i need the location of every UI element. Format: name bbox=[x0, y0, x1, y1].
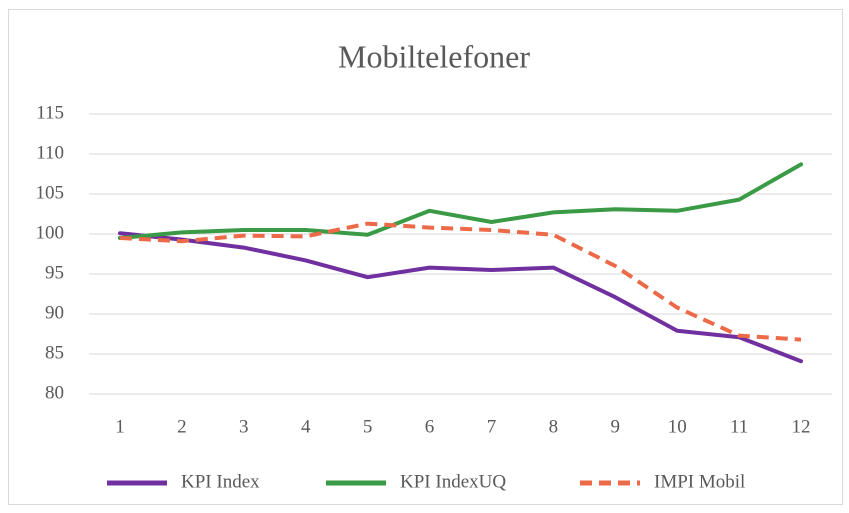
y-tick-label: 90 bbox=[45, 302, 64, 323]
x-tick-label: 9 bbox=[611, 416, 621, 437]
legend-label: KPI Index bbox=[181, 471, 260, 492]
x-tick-label: 7 bbox=[487, 416, 497, 437]
legend-label: KPI IndexUQ bbox=[400, 471, 506, 492]
x-tick-label: 4 bbox=[301, 416, 311, 437]
series-line bbox=[117, 231, 804, 364]
y-tick-label: 110 bbox=[36, 142, 64, 163]
x-tick-label: 1 bbox=[115, 416, 125, 437]
series-line bbox=[119, 221, 802, 342]
x-tick-label: 10 bbox=[668, 416, 687, 437]
chart-title: Mobiltelefoner bbox=[338, 38, 530, 74]
y-tick-label: 95 bbox=[45, 262, 64, 283]
x-tick-label: 8 bbox=[549, 416, 559, 437]
x-tick-label: 3 bbox=[239, 416, 249, 437]
x-tick-label: 11 bbox=[730, 416, 748, 437]
legend-label: IMPI Mobil bbox=[654, 471, 745, 492]
x-tick-label: 2 bbox=[177, 416, 187, 437]
chart-frame bbox=[8, 9, 843, 505]
y-tick-label: 85 bbox=[45, 342, 64, 363]
x-tick-label: 12 bbox=[792, 416, 811, 437]
y-tick-label: 80 bbox=[45, 382, 64, 403]
y-tick-label: 105 bbox=[36, 182, 65, 203]
y-tick-label: 100 bbox=[36, 222, 65, 243]
x-tick-label: 5 bbox=[363, 416, 373, 437]
x-tick-label: 6 bbox=[425, 416, 435, 437]
y-tick-label: 115 bbox=[36, 102, 64, 123]
series-line bbox=[117, 162, 804, 240]
